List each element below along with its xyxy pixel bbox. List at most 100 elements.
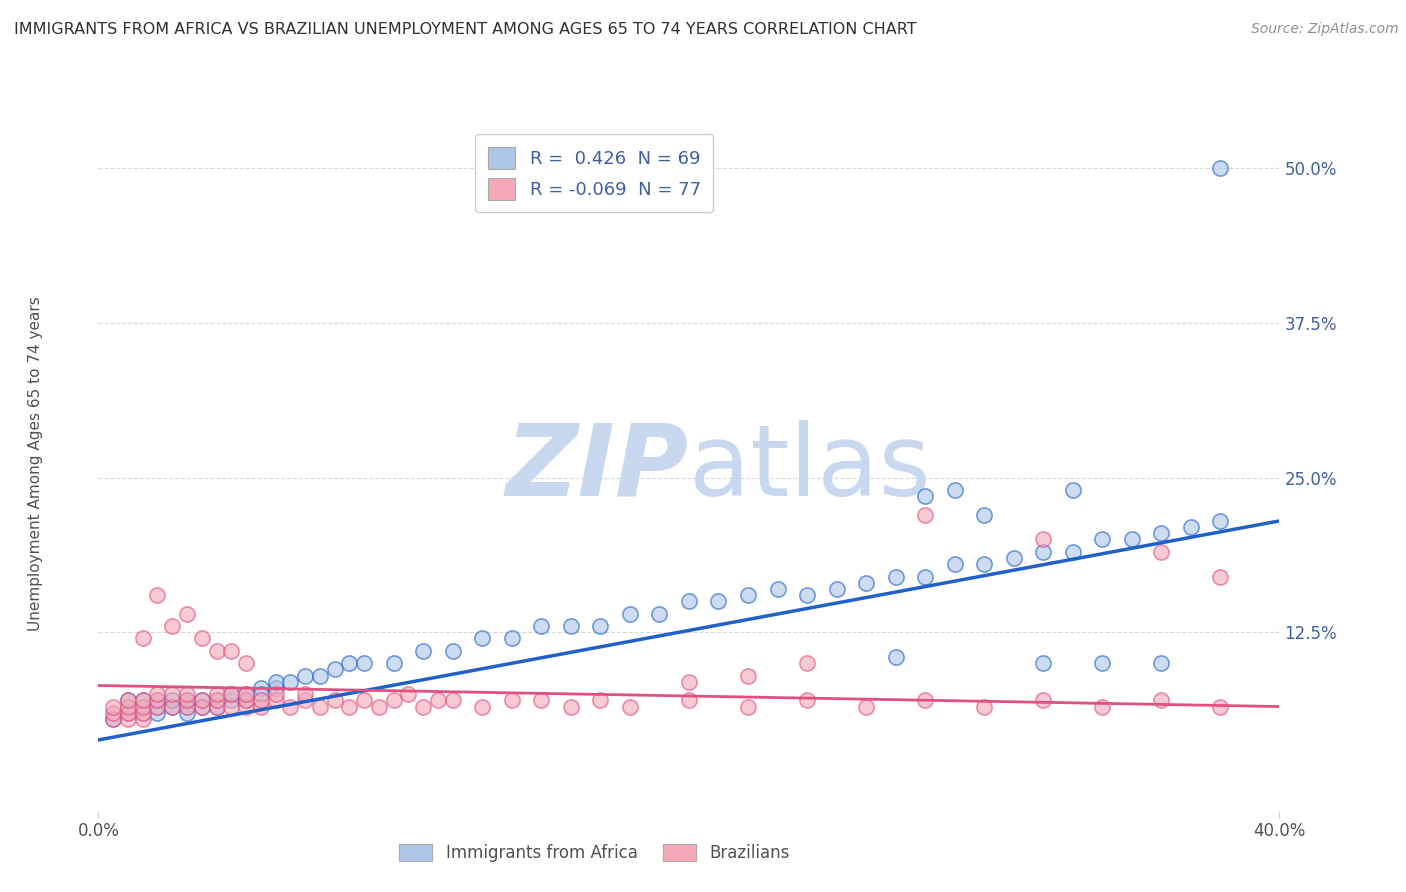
Point xyxy=(1062,545,1084,559)
Point xyxy=(1150,693,1173,707)
Point xyxy=(250,693,273,707)
Point xyxy=(294,693,316,707)
Point xyxy=(117,712,139,726)
Point xyxy=(796,588,818,602)
Point xyxy=(678,594,700,608)
Point xyxy=(1121,533,1143,547)
Point xyxy=(132,712,155,726)
Point xyxy=(441,693,464,707)
Point xyxy=(162,687,183,701)
Point xyxy=(412,644,434,658)
Point xyxy=(219,693,242,707)
Point xyxy=(103,699,125,714)
Point xyxy=(368,699,391,714)
Point xyxy=(914,569,936,583)
Point xyxy=(219,687,242,701)
Point xyxy=(117,699,139,714)
Point xyxy=(1062,483,1084,497)
Point xyxy=(796,657,818,671)
Point xyxy=(250,681,273,695)
Point xyxy=(914,489,936,503)
Point xyxy=(219,644,242,658)
Point xyxy=(560,619,582,633)
Point xyxy=(117,706,139,720)
Point xyxy=(132,632,155,646)
Point xyxy=(146,687,169,701)
Point xyxy=(176,687,198,701)
Point xyxy=(235,657,257,671)
Point xyxy=(412,699,434,714)
Point xyxy=(146,699,169,714)
Point xyxy=(132,693,155,707)
Point xyxy=(191,693,214,707)
Point xyxy=(766,582,789,596)
Point xyxy=(337,699,360,714)
Point xyxy=(501,632,523,646)
Point xyxy=(589,693,612,707)
Point xyxy=(530,693,553,707)
Text: Source: ZipAtlas.com: Source: ZipAtlas.com xyxy=(1251,22,1399,37)
Point xyxy=(1150,545,1173,559)
Point xyxy=(132,699,155,714)
Point xyxy=(353,657,375,671)
Point xyxy=(235,693,257,707)
Point xyxy=(294,687,316,701)
Text: atlas: atlas xyxy=(689,420,931,516)
Point xyxy=(1209,161,1232,176)
Point xyxy=(162,619,183,633)
Point xyxy=(1209,514,1232,528)
Point xyxy=(471,632,494,646)
Point xyxy=(382,693,405,707)
Point xyxy=(323,693,346,707)
Point xyxy=(278,674,302,689)
Point xyxy=(1209,699,1232,714)
Point xyxy=(309,668,332,682)
Point xyxy=(278,699,302,714)
Point xyxy=(914,693,936,707)
Point xyxy=(678,674,700,689)
Point xyxy=(501,693,523,707)
Text: ZIP: ZIP xyxy=(506,420,689,516)
Point xyxy=(264,674,287,689)
Point xyxy=(146,588,169,602)
Point xyxy=(943,483,966,497)
Text: IMMIGRANTS FROM AFRICA VS BRAZILIAN UNEMPLOYMENT AMONG AGES 65 TO 74 YEARS CORRE: IMMIGRANTS FROM AFRICA VS BRAZILIAN UNEM… xyxy=(14,22,917,37)
Point xyxy=(294,668,316,682)
Point xyxy=(235,693,257,707)
Point xyxy=(1150,526,1173,541)
Point xyxy=(396,687,419,701)
Point xyxy=(103,712,125,726)
Point xyxy=(219,699,242,714)
Point xyxy=(176,693,198,707)
Point xyxy=(337,657,360,671)
Point xyxy=(146,699,169,714)
Point xyxy=(146,693,169,707)
Point xyxy=(162,699,183,714)
Point xyxy=(176,699,198,714)
Point xyxy=(205,693,228,707)
Point xyxy=(176,693,198,707)
Point xyxy=(855,575,877,590)
Point xyxy=(884,569,907,583)
Point xyxy=(117,693,139,707)
Point xyxy=(530,619,553,633)
Point xyxy=(205,699,228,714)
Point xyxy=(707,594,730,608)
Point xyxy=(176,706,198,720)
Point xyxy=(589,619,612,633)
Point xyxy=(205,644,228,658)
Point xyxy=(323,662,346,676)
Point xyxy=(103,712,125,726)
Point xyxy=(191,699,214,714)
Point xyxy=(1091,657,1114,671)
Point xyxy=(441,644,464,658)
Point xyxy=(1032,533,1054,547)
Point xyxy=(146,693,169,707)
Point xyxy=(176,699,198,714)
Point xyxy=(619,607,641,621)
Point xyxy=(1209,569,1232,583)
Point xyxy=(914,508,936,522)
Point xyxy=(1180,520,1202,534)
Point xyxy=(1091,533,1114,547)
Point xyxy=(162,699,183,714)
